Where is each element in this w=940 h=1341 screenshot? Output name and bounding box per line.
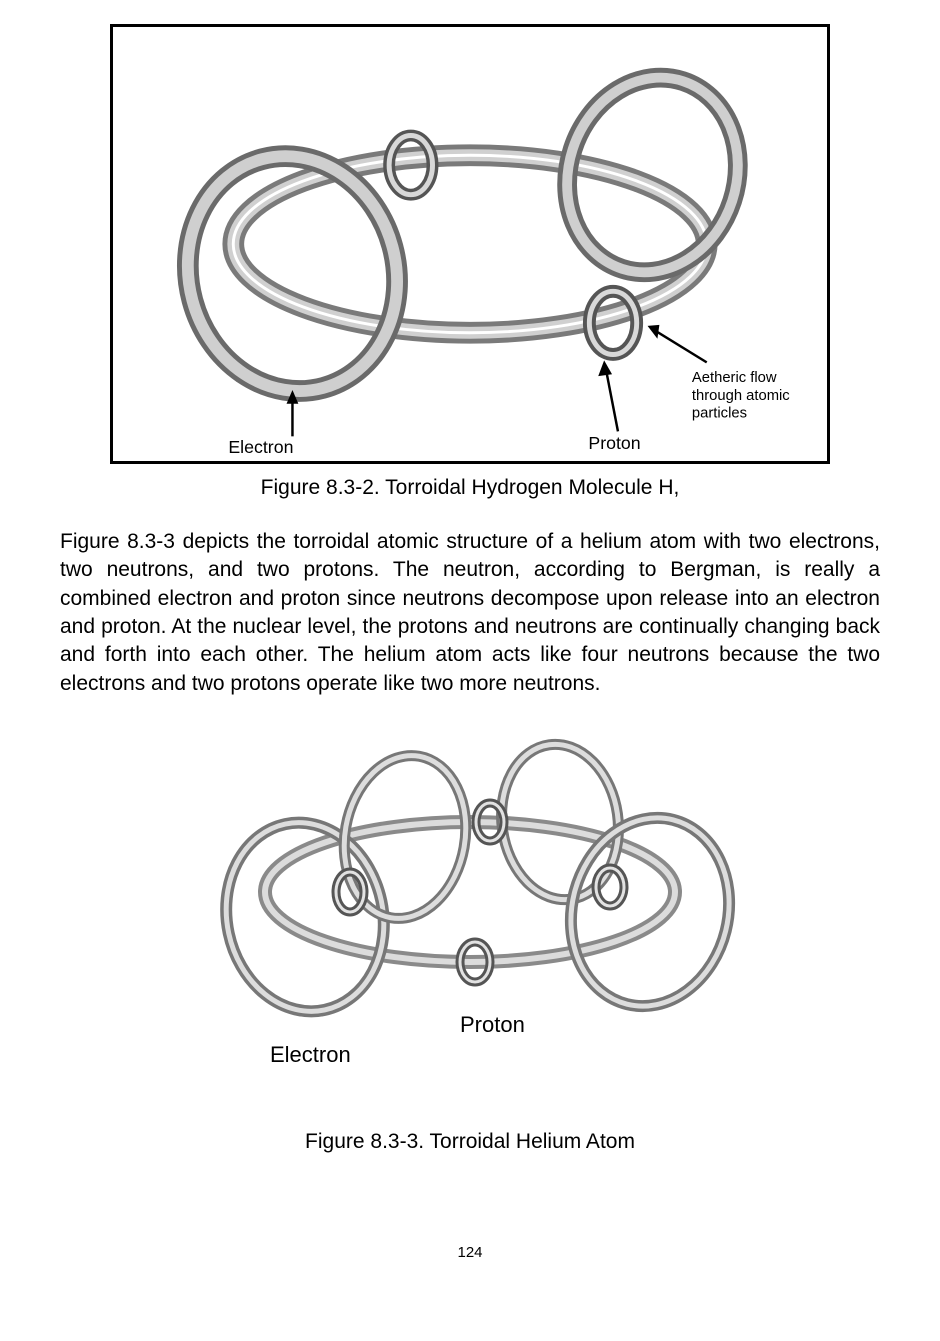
body-paragraph: Figure 8.3-3 depicts the torroidal atomi… [60,528,880,698]
figure-1-svg: Electron Proton Aetheric flow through at… [113,27,827,461]
electron-label: Electron [228,437,293,457]
right-electron-ring [542,55,762,294]
electron-label-2: Electron [270,1042,351,1067]
aetheric-label-2: through atomic [692,388,790,404]
proton-label-2: Proton [460,1012,525,1037]
page-number: 124 [60,1244,880,1261]
aetheric-label-1: Aetheric flow [692,370,777,386]
figure-2-box: Proton Electron [190,722,750,1082]
page: Electron Proton Aetheric flow through at… [0,0,940,1301]
proton-label: Proton [588,433,640,453]
figure-1-box: Electron Proton Aetheric flow through at… [110,24,830,464]
aetheric-arrow [648,325,707,362]
figure-1-caption: Figure 8.3-2. Torroidal Hydrogen Molecul… [60,476,880,500]
figure-2-svg: Proton Electron [190,722,750,1082]
electron-ring-1 [209,808,401,1026]
figure-2-caption: Figure 8.3-3. Torroidal Helium Atom [60,1130,880,1154]
proton-arrow [598,360,618,431]
aetheric-label-3: particles [692,406,747,422]
